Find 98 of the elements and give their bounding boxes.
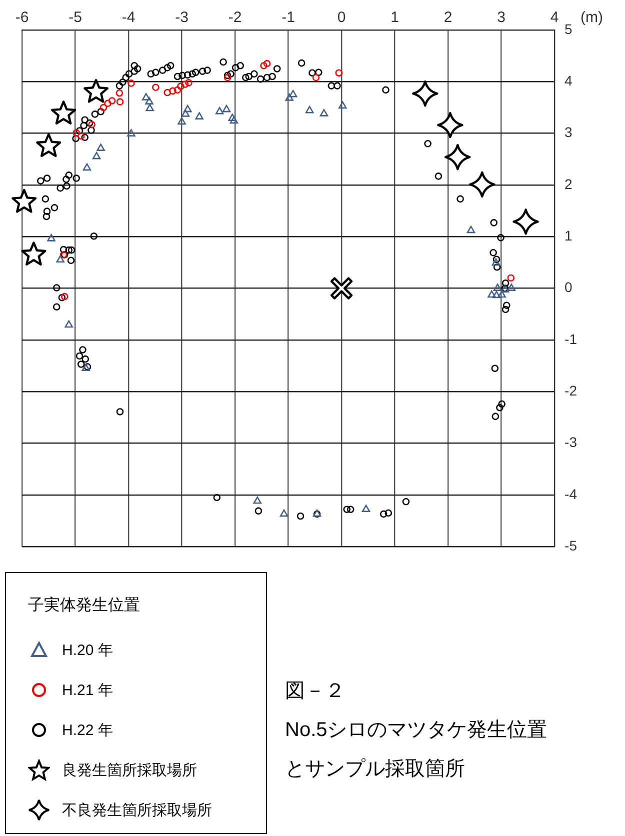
y-tick-label: 1 xyxy=(564,228,573,244)
legend-title: 子実体発生位置 xyxy=(28,596,141,616)
x-tick-label: -2 xyxy=(228,9,242,26)
x-tick-label: 0 xyxy=(337,9,346,26)
point xyxy=(116,89,124,97)
x-tick-label: 2 xyxy=(444,9,452,26)
point xyxy=(498,290,506,298)
point xyxy=(312,74,320,82)
point xyxy=(82,163,92,171)
point xyxy=(146,104,154,112)
point xyxy=(181,80,189,88)
point xyxy=(92,152,101,160)
point xyxy=(51,100,76,124)
point xyxy=(164,88,172,96)
point xyxy=(184,104,192,112)
point xyxy=(116,98,124,106)
point xyxy=(230,116,238,124)
legend-label: 良発生箇所採取場所 xyxy=(62,760,197,780)
point xyxy=(492,258,500,266)
point xyxy=(185,79,192,86)
point xyxy=(330,277,353,300)
point xyxy=(335,69,343,77)
legend-label: H.20 年 xyxy=(62,640,113,660)
text: 図－２ xyxy=(285,679,346,704)
point xyxy=(174,86,182,94)
point xyxy=(127,129,136,136)
x-tick-label: -4 xyxy=(122,9,136,26)
point xyxy=(338,101,347,109)
y-tick-label: 5 xyxy=(564,20,573,37)
x-tick-label: -5 xyxy=(68,9,82,26)
point xyxy=(108,97,116,104)
point xyxy=(507,274,515,282)
y-tick-label: -4 xyxy=(564,486,578,502)
point xyxy=(145,97,154,104)
point xyxy=(84,78,109,103)
text: とサンプル採取箇所 xyxy=(285,757,466,782)
legend-label: H.22 年 xyxy=(62,720,113,740)
point xyxy=(195,112,204,120)
point xyxy=(288,90,298,98)
point xyxy=(444,144,471,170)
x-tick-label: -3 xyxy=(175,9,188,26)
y-tick-label: -5 xyxy=(564,537,578,554)
point xyxy=(263,60,271,68)
point xyxy=(228,114,236,121)
point xyxy=(437,112,464,138)
point xyxy=(47,234,56,242)
point xyxy=(12,188,37,213)
x-tick-label: 3 xyxy=(497,9,506,26)
point xyxy=(181,110,190,117)
point xyxy=(128,80,135,87)
point xyxy=(493,284,502,291)
point xyxy=(285,94,294,101)
y-tick-label: -2 xyxy=(564,382,578,398)
y-tick-label: 0 xyxy=(564,279,573,296)
point xyxy=(305,106,314,114)
y-tick-label: 3 xyxy=(564,124,573,140)
point xyxy=(466,226,476,234)
point xyxy=(260,62,268,70)
x-tick-label: -1 xyxy=(282,9,295,26)
legend-label: 不良発生箇所採取場所 xyxy=(62,800,212,820)
y-tick-label: 2 xyxy=(564,176,573,192)
point xyxy=(21,242,46,266)
y-tick-label: 4 xyxy=(564,72,573,89)
point xyxy=(412,80,438,107)
point xyxy=(152,84,160,91)
point xyxy=(56,255,64,263)
point xyxy=(280,509,288,517)
y-tick-label: -3 xyxy=(564,434,578,450)
point xyxy=(169,87,176,95)
x-axis-title: (m) xyxy=(580,9,604,26)
legend-label: H.21 年 xyxy=(62,680,113,700)
point xyxy=(142,93,150,100)
point xyxy=(72,129,80,136)
point xyxy=(177,82,184,90)
point xyxy=(77,132,85,140)
x-tick-label: 1 xyxy=(390,9,399,26)
point xyxy=(100,104,108,112)
point xyxy=(178,117,186,125)
point xyxy=(507,284,516,291)
x-tick-label: 4 xyxy=(550,9,559,26)
point xyxy=(215,106,224,114)
point xyxy=(60,292,68,300)
point xyxy=(492,290,501,298)
point xyxy=(222,104,231,112)
y-tick-label: -1 xyxy=(564,330,578,347)
point xyxy=(512,208,539,235)
text: No.5シロのマツタケ発生位置 xyxy=(285,718,548,743)
point xyxy=(36,133,62,158)
point xyxy=(362,504,370,512)
point xyxy=(88,120,96,128)
point xyxy=(253,496,262,504)
point xyxy=(469,171,496,198)
point xyxy=(320,109,328,116)
x-tick-label: -6 xyxy=(15,9,29,26)
point xyxy=(104,100,112,108)
point xyxy=(96,144,105,151)
point xyxy=(64,320,73,328)
point xyxy=(488,290,496,298)
